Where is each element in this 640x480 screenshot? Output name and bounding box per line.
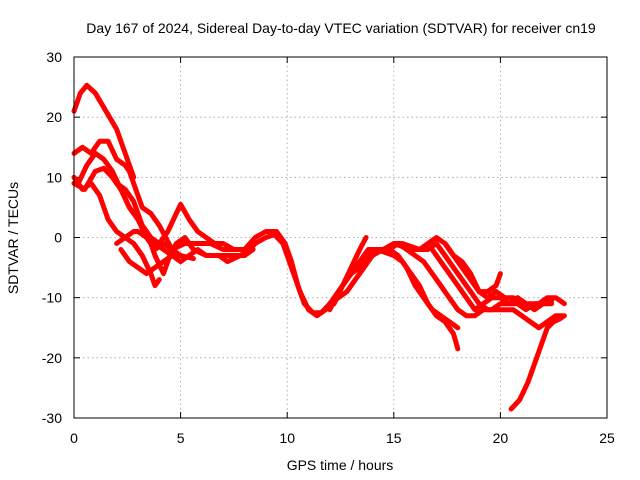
- x-tick-label: 10: [279, 430, 295, 446]
- y-tick-label: 30: [46, 49, 62, 65]
- tick-labels: 0 5 10 15 20 25 -30 -20 -10 0 10 20 30: [42, 49, 615, 446]
- x-tick-label: 25: [599, 430, 615, 446]
- series-line-track-14: [387, 241, 555, 319]
- y-tick-label: -30: [42, 410, 62, 426]
- y-tick-label: 10: [46, 169, 62, 185]
- series-line-track-16: [442, 241, 503, 295]
- x-tick-label: 15: [386, 430, 402, 446]
- x-tick-label: 0: [70, 430, 78, 446]
- series-line-track-15: [429, 247, 555, 313]
- data-series: [71, 82, 567, 412]
- series-line-track-6: [114, 180, 237, 252]
- chart-title: Day 167 of 2024, Sidereal Day-to-day VTE…: [86, 20, 596, 36]
- series-line-track-1: [71, 82, 137, 180]
- x-axis-label: GPS time / hours: [287, 457, 394, 473]
- plot-frame: [73, 56, 608, 419]
- y-tick-label: -10: [42, 290, 62, 306]
- series-line-track-17: [508, 313, 567, 412]
- x-tick-label: 20: [493, 430, 509, 446]
- series-line-track-5: [71, 174, 162, 289]
- y-axis-label: SDTVAR / TECUs: [5, 182, 21, 294]
- x-tick-label: 5: [177, 430, 185, 446]
- y-tick-label: -20: [42, 350, 62, 366]
- series-line-track-8: [118, 247, 196, 277]
- y-tick-label: 0: [54, 230, 62, 246]
- series-line-track-7: [114, 229, 252, 265]
- y-tick-label: 20: [46, 109, 62, 125]
